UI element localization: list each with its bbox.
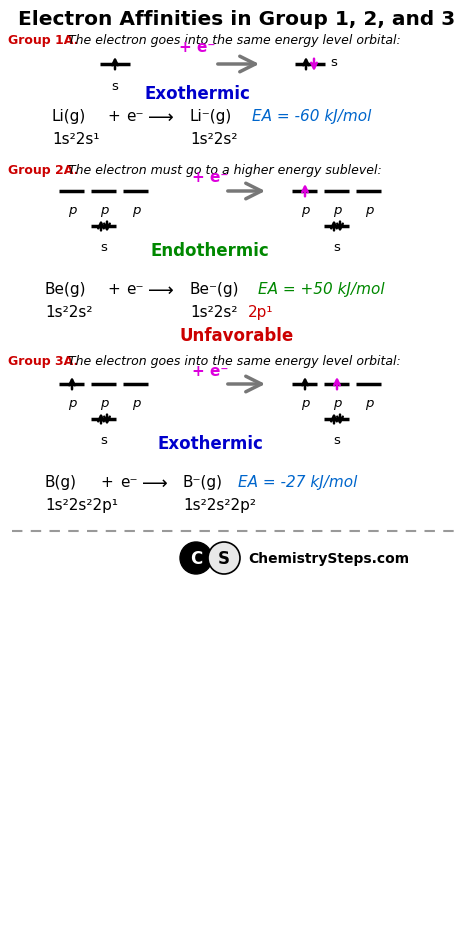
Text: p: p	[301, 397, 309, 410]
Text: B(g): B(g)	[45, 475, 77, 490]
Text: 1s²2s²2p¹: 1s²2s²2p¹	[45, 497, 118, 512]
Text: C: C	[190, 549, 202, 567]
Text: s: s	[334, 241, 340, 254]
Text: p: p	[132, 397, 140, 410]
Text: ⟶: ⟶	[142, 475, 168, 492]
Text: +: +	[107, 109, 120, 124]
Text: EA = -27 kJ/mol: EA = -27 kJ/mol	[238, 475, 357, 490]
Text: s: s	[100, 433, 108, 446]
Text: The electron goes into the same energy level orbital:: The electron goes into the same energy l…	[64, 355, 401, 368]
Text: s: s	[111, 80, 118, 93]
Text: Group 1A.: Group 1A.	[8, 34, 78, 47]
Text: + e⁻: + e⁻	[192, 363, 228, 378]
Text: EA = -60 kJ/mol: EA = -60 kJ/mol	[252, 109, 371, 124]
Text: p: p	[333, 204, 341, 217]
Circle shape	[208, 543, 240, 575]
Text: Exothermic: Exothermic	[157, 434, 263, 452]
Text: ChemistrySteps.com: ChemistrySteps.com	[248, 551, 409, 565]
Text: Endothermic: Endothermic	[151, 241, 269, 259]
Text: 1s²2s²: 1s²2s²	[190, 305, 237, 320]
Text: 1s²2s²: 1s²2s²	[190, 132, 237, 147]
Text: 1s²2s²: 1s²2s²	[45, 305, 92, 320]
Text: B⁻(g): B⁻(g)	[183, 475, 223, 490]
Circle shape	[180, 543, 212, 575]
Text: p: p	[68, 204, 76, 217]
Text: +: +	[107, 282, 120, 297]
Text: Unfavorable: Unfavorable	[180, 327, 294, 344]
Text: Group 3A.: Group 3A.	[8, 355, 78, 368]
Text: Be⁻(g): Be⁻(g)	[190, 282, 239, 297]
Text: Be(g): Be(g)	[45, 282, 86, 297]
Text: s: s	[100, 241, 108, 254]
Text: The electron must go to a higher energy sublevel:: The electron must go to a higher energy …	[64, 164, 382, 177]
Text: p: p	[100, 397, 108, 410]
Text: ⟶: ⟶	[148, 282, 174, 300]
Text: p: p	[365, 397, 373, 410]
Text: s: s	[334, 433, 340, 446]
Text: ⟶: ⟶	[148, 109, 174, 127]
Text: The electron goes into the same energy level orbital:: The electron goes into the same energy l…	[64, 34, 401, 47]
Text: 1s²2s¹: 1s²2s¹	[52, 132, 100, 147]
Text: e⁻: e⁻	[120, 475, 137, 490]
Text: Electron Affinities in Group 1, 2, and 3: Electron Affinities in Group 1, 2, and 3	[18, 10, 456, 29]
Text: p: p	[301, 204, 309, 217]
Text: + e⁻: + e⁻	[192, 170, 228, 185]
Text: Group 2A.: Group 2A.	[8, 164, 78, 177]
Text: p: p	[365, 204, 373, 217]
Text: +: +	[100, 475, 113, 490]
Text: 2p¹: 2p¹	[248, 305, 273, 320]
Text: S: S	[218, 549, 230, 567]
Text: + e⁻: + e⁻	[179, 40, 215, 55]
Text: p: p	[333, 397, 341, 410]
Text: s: s	[330, 56, 337, 69]
Text: p: p	[132, 204, 140, 217]
Text: p: p	[100, 204, 108, 217]
Text: e⁻: e⁻	[126, 282, 144, 297]
Text: Li(g): Li(g)	[52, 109, 86, 124]
Text: Exothermic: Exothermic	[144, 85, 250, 103]
Text: e⁻: e⁻	[126, 109, 144, 124]
Text: 1s²2s²2p²: 1s²2s²2p²	[183, 497, 256, 512]
Text: Li⁻(g): Li⁻(g)	[190, 109, 232, 124]
Text: p: p	[68, 397, 76, 410]
Text: EA = +50 kJ/mol: EA = +50 kJ/mol	[258, 282, 384, 297]
